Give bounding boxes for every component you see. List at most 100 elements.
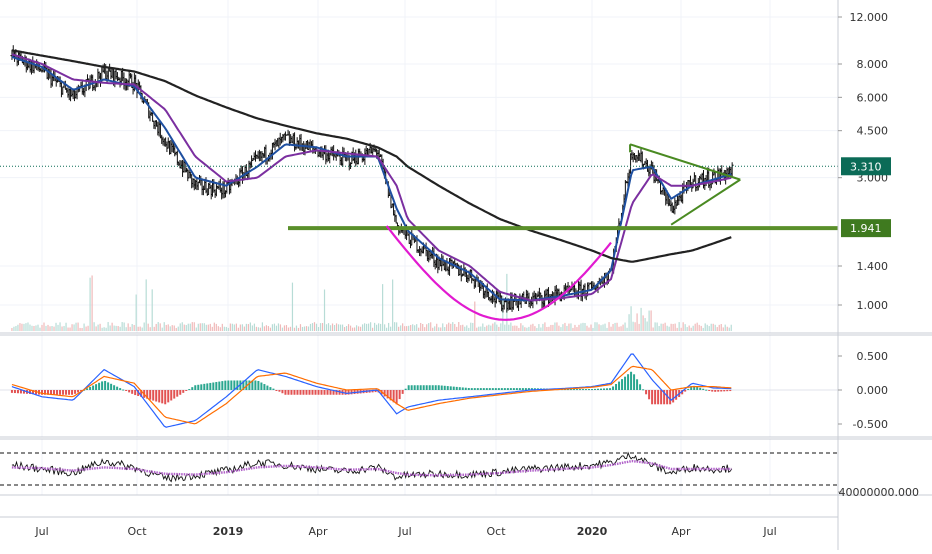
moving-average-line bbox=[11, 53, 732, 302]
macd-histogram-bar bbox=[428, 385, 431, 390]
macd-histogram-bar bbox=[440, 385, 443, 390]
macd-histogram-bar bbox=[13, 390, 16, 394]
volume-bar bbox=[301, 326, 304, 331]
macd-histogram-bar bbox=[633, 374, 636, 390]
volume-bar bbox=[273, 323, 276, 331]
volume-bar bbox=[552, 324, 554, 331]
volume-bar bbox=[500, 323, 502, 331]
macd-histogram-bar bbox=[711, 390, 714, 392]
volume-bar bbox=[19, 323, 21, 331]
volume-bar bbox=[167, 324, 169, 331]
volume-bar bbox=[400, 325, 402, 331]
macd-histogram-bar bbox=[44, 390, 47, 395]
volume-bar bbox=[79, 327, 81, 331]
volume-bar bbox=[327, 323, 330, 331]
volume-bar bbox=[151, 289, 153, 331]
volume-bar bbox=[702, 327, 704, 331]
volume-bar bbox=[614, 322, 616, 331]
volume-bar bbox=[714, 324, 716, 331]
volume-bar bbox=[610, 326, 612, 331]
volume-bar bbox=[49, 326, 51, 331]
volume-bar bbox=[692, 325, 694, 331]
volume-bar bbox=[662, 323, 664, 331]
macd-histogram-bar bbox=[167, 390, 170, 403]
volume-bar bbox=[374, 322, 376, 331]
macd-histogram-bar bbox=[663, 390, 666, 405]
time-tick-label: Apr bbox=[308, 525, 328, 538]
volume-bar bbox=[694, 323, 696, 331]
macd-histogram-bar bbox=[600, 388, 603, 390]
cup-pattern-arc bbox=[385, 225, 612, 321]
macd-histogram-bar bbox=[233, 380, 236, 390]
macd-histogram-bar bbox=[104, 380, 107, 390]
macd-histogram-bar bbox=[77, 390, 80, 393]
volume-bar bbox=[618, 326, 620, 331]
volume-bar bbox=[472, 322, 474, 331]
rsi-line bbox=[11, 451, 733, 483]
price-tick-label: 4.500 bbox=[857, 125, 889, 138]
volume-bar bbox=[247, 324, 249, 331]
macd-histogram-bar bbox=[287, 390, 290, 395]
triangle-lower-line bbox=[670, 178, 741, 226]
macd-histogram-bar bbox=[627, 374, 630, 390]
macd-histogram-bar bbox=[16, 390, 19, 394]
macd-histogram-bar bbox=[206, 383, 209, 390]
volume-bar bbox=[512, 325, 514, 331]
macd-histogram-bar bbox=[669, 390, 672, 405]
volume-bar bbox=[185, 325, 187, 331]
volume-bar bbox=[245, 323, 247, 331]
volume-bar bbox=[462, 324, 464, 331]
volume-bar bbox=[253, 323, 255, 331]
volume-bar bbox=[203, 323, 205, 331]
volume-bar bbox=[241, 324, 243, 331]
macd-histogram-bar bbox=[578, 389, 581, 391]
volume-bar bbox=[482, 323, 484, 331]
volume-bar bbox=[343, 327, 346, 331]
volume-bar bbox=[55, 322, 57, 331]
volume-bar bbox=[430, 322, 432, 331]
volume-bar bbox=[131, 324, 133, 331]
macd-histogram-bar bbox=[80, 390, 83, 392]
volume-bar bbox=[440, 327, 442, 331]
volume-bar bbox=[51, 326, 53, 331]
volume-bar bbox=[682, 322, 684, 331]
volume-bar bbox=[716, 327, 718, 331]
macd-histogram-bar bbox=[302, 390, 305, 395]
volume-bar bbox=[311, 323, 314, 331]
trend-drawings bbox=[0, 143, 838, 321]
volume-bar bbox=[305, 326, 308, 331]
volume-bar bbox=[460, 325, 462, 331]
time-tick-label: 2019 bbox=[213, 525, 244, 538]
volume-bar bbox=[323, 289, 326, 331]
volume-bar bbox=[363, 323, 366, 331]
volume-bar bbox=[432, 327, 434, 331]
price-scale[interactable]: 12.0008.0006.0004.5003.0001.4001.0003.31… bbox=[838, 11, 919, 499]
volume-bar bbox=[155, 323, 157, 331]
volume-bar bbox=[674, 323, 676, 331]
volume-bar bbox=[271, 324, 274, 331]
volume-bar bbox=[606, 327, 608, 331]
volume-bar bbox=[540, 327, 542, 331]
macd-histogram-bar bbox=[173, 390, 176, 399]
macd-histogram-bar bbox=[386, 390, 389, 399]
volume-bar bbox=[355, 325, 358, 331]
volume-bar bbox=[225, 326, 227, 331]
macd-histogram-bar bbox=[101, 381, 104, 390]
volume-bar bbox=[646, 321, 648, 331]
volume-bar bbox=[444, 327, 446, 331]
volume-bar bbox=[299, 324, 302, 331]
volume-bar bbox=[89, 277, 91, 331]
volume-bar bbox=[267, 326, 270, 331]
volume-bar bbox=[640, 307, 642, 331]
volume-bar bbox=[219, 327, 221, 331]
volume-bar bbox=[163, 322, 165, 331]
volume-bar bbox=[121, 322, 123, 331]
volume-bar bbox=[480, 326, 482, 331]
volume-bar bbox=[588, 327, 590, 331]
macd-histogram-bar bbox=[290, 390, 293, 395]
time-scale[interactable]: Jul Oct 2019 Apr Jul Oct 2020 Apr Jul bbox=[34, 525, 776, 538]
volume-bar bbox=[207, 324, 209, 331]
volume-bar bbox=[586, 325, 588, 331]
